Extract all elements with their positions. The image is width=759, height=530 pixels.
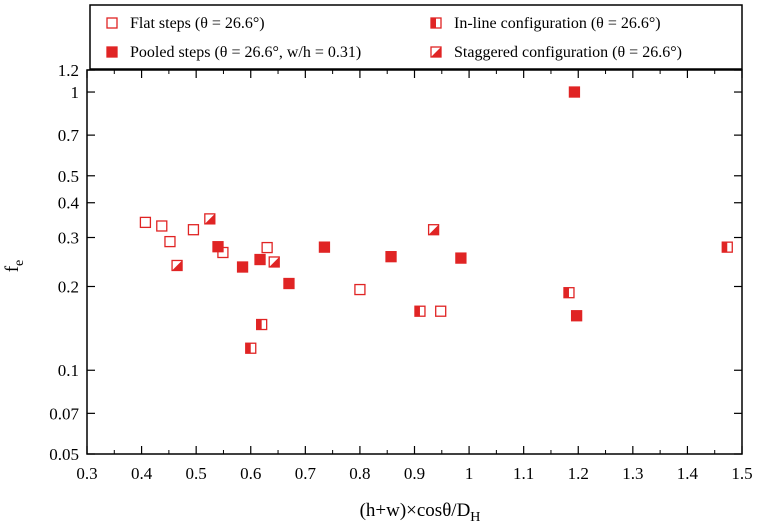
data-point-series-1 [318, 241, 331, 253]
data-point-series-3 [171, 259, 183, 272]
plot-frame [86, 69, 743, 455]
data-point-series-2 [245, 342, 257, 354]
legend-label-staggered: Staggered configuration (θ = 26.6°) [454, 44, 682, 61]
legend-label-flat: Flat steps (θ = 26.6°) [130, 15, 265, 32]
data-point-series-0 [164, 235, 176, 248]
x-tick-label: 1.5 [731, 464, 752, 483]
legend-label-inline: In-line configuration (θ = 26.6°) [454, 15, 661, 32]
y-tick-label: 1 [71, 83, 80, 102]
y-tick-labels: 0.05 0.07 0.1 0.2 0.3 0.4 0.5 0.7 1 1.2 [49, 61, 79, 464]
legend-marker-2 [430, 17, 442, 29]
y-tick-label: 0.4 [58, 194, 80, 213]
x-tick-label: 0.9 [404, 464, 425, 483]
x-axis-title: (h+w)×cosθ/DH [360, 500, 481, 525]
data-point-series-3 [268, 256, 280, 268]
data-point-series-2 [563, 287, 575, 299]
data-point-series-0 [261, 241, 273, 254]
x-tick-label: 1.2 [568, 464, 589, 483]
data-point-series-1 [236, 261, 249, 273]
axis-ticks [86, 69, 743, 455]
data-point-series-1 [283, 277, 295, 290]
legend-marker-0 [106, 17, 118, 29]
y-tick-label: 0.7 [58, 126, 80, 145]
x-tick-label: 1.1 [513, 464, 534, 483]
y-tick-label: 1.2 [58, 61, 79, 80]
data-point-series-2 [256, 318, 268, 331]
y-tick-label: 0.05 [49, 445, 79, 464]
data-point-series-2 [721, 241, 733, 253]
y-tick-label: 0.07 [49, 404, 79, 423]
data-point-series-2 [414, 305, 426, 317]
data-point-series-0 [156, 220, 168, 232]
legend-marker-1 [106, 46, 118, 58]
data-point-series-0 [139, 216, 152, 229]
data-point-series-1 [385, 251, 397, 263]
data-point-series-1 [568, 86, 581, 98]
data-point-series-1 [212, 241, 224, 253]
y-axis-title: fe [2, 260, 27, 273]
data-point-series-0 [435, 305, 447, 317]
x-tick-label: 0.4 [131, 464, 153, 483]
y-tick-label: 0.3 [58, 229, 79, 248]
data-point-series-0 [187, 224, 200, 236]
x-tick-label: 0.8 [349, 464, 370, 483]
y-tick-label: 0.1 [58, 361, 79, 380]
x-tick-label: 0.6 [240, 464, 261, 483]
x-tick-labels: 0.3 0.4 0.5 0.6 0.7 0.8 0.9 1 1.1 1.2 1.3 1.4 1.5 [76, 464, 752, 483]
data-point-series-1 [455, 252, 467, 264]
data-point-series-1 [570, 310, 583, 322]
x-tick-label: 0.3 [76, 464, 97, 483]
x-tick-label: 1 [465, 464, 474, 483]
x-tick-label: 1.4 [677, 464, 699, 483]
x-tick-label: 0.7 [295, 464, 317, 483]
x-tick-label: 1.3 [622, 464, 643, 483]
data-point-series-3 [204, 213, 216, 225]
y-tick-label: 0.2 [58, 277, 79, 296]
legend-marker-3 [430, 46, 442, 58]
legend-label-pooled: Pooled steps (θ = 26.6°, w/h = 0.31) [130, 44, 361, 61]
data-points [139, 86, 733, 354]
legend-frame [89, 4, 743, 70]
y-tick-label: 0.5 [58, 167, 79, 186]
x-tick-label: 0.5 [186, 464, 207, 483]
legend: Flat steps (θ = 26.6°) Pooled steps (θ =… [89, 4, 743, 70]
data-point-series-1 [254, 253, 266, 266]
data-point-series-0 [354, 283, 366, 296]
data-point-series-3 [427, 224, 440, 236]
